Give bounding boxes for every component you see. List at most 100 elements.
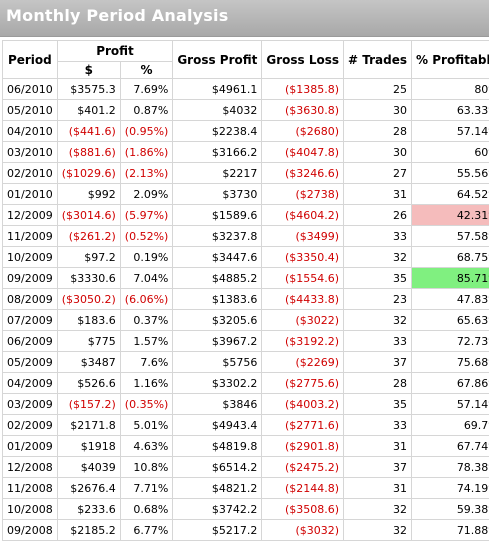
cell-pct-profitable: 57.58% — [411, 225, 489, 247]
cell-period: 07/2009 — [2, 309, 58, 331]
cell-profit-percent: (0.35%) — [119, 393, 174, 415]
cell-trades: 33 — [343, 414, 413, 436]
cell-period: 02/2009 — [2, 414, 58, 436]
cell-period: 04/2009 — [2, 372, 58, 394]
cell-pct-profitable: 55.56% — [411, 162, 489, 184]
column-header-trades: # Trades — [343, 40, 413, 79]
cell-period: 06/2010 — [2, 78, 58, 100]
column-header-profit-percent: % — [119, 61, 174, 79]
cell-profit-percent: 2.09% — [119, 183, 174, 205]
cell-profit-dollar: $2185.2 — [56, 519, 121, 541]
cell-gross-profit: $4885.2 — [172, 267, 263, 289]
cell-profit-percent: (1.86%) — [119, 141, 174, 163]
cell-gross-loss: ($3350.4) — [261, 246, 345, 268]
cell-trades: 30 — [343, 141, 413, 163]
cell-gross-loss: ($1385.8) — [261, 78, 345, 100]
cell-pct-profitable: 65.63% — [411, 309, 489, 331]
cell-gross-loss: ($3508.6) — [261, 498, 345, 520]
table-row: 11/2009 ($261.2) (0.52%) $3237.8 ($3499) 33 57… — [2, 225, 489, 247]
cell-profit-dollar: $775 — [56, 330, 121, 352]
cell-trades: 33 — [343, 225, 413, 247]
cell-gross-profit: $4961.1 — [172, 78, 263, 100]
table-row: 09/2009 $3330.6 7.04% $4885.2 ($1554.6) 35 85.… — [2, 267, 489, 289]
cell-profit-percent: 0.37% — [119, 309, 174, 331]
cell-profit-dollar: ($3050.2) — [56, 288, 121, 310]
cell-trades: 32 — [343, 498, 413, 520]
cell-gross-profit: $3205.6 — [172, 309, 263, 331]
cell-gross-profit: $2217 — [172, 162, 263, 184]
cell-profit-percent: 7.04% — [119, 267, 174, 289]
cell-trades: 32 — [343, 309, 413, 331]
cell-profit-dollar: ($1029.6) — [56, 162, 121, 184]
cell-trades: 26 — [343, 204, 413, 226]
cell-gross-loss: ($3499) — [261, 225, 345, 247]
cell-pct-profitable: 64.52% — [411, 183, 489, 205]
cell-period: 10/2008 — [2, 498, 58, 520]
cell-trades: 31 — [343, 183, 413, 205]
table-row: 04/2009 $526.6 1.16% $3302.2 ($2775.6) 28 67.8… — [2, 372, 489, 394]
cell-profit-dollar: $401.2 — [56, 99, 121, 121]
table-row: 04/2010 ($441.6) (0.95%) $2238.4 ($2680) 28 57… — [2, 120, 489, 142]
cell-trades: 35 — [343, 393, 413, 415]
table-row: 11/2008 $2676.4 7.71% $4821.2 ($2144.8) 31 74.… — [2, 477, 489, 499]
cell-gross-profit: $6514.2 — [172, 456, 263, 478]
cell-gross-loss: ($4047.8) — [261, 141, 345, 163]
cell-profit-percent: 0.19% — [119, 246, 174, 268]
cell-pct-profitable: 47.83% — [411, 288, 489, 310]
cell-pct-profitable: 85.71% — [411, 267, 489, 289]
cell-gross-profit: $1383.6 — [172, 288, 263, 310]
cell-profit-percent: (5.97%) — [119, 204, 174, 226]
cell-gross-loss: ($2775.6) — [261, 372, 345, 394]
cell-pct-profitable: 42.31% — [411, 204, 489, 226]
cell-period: 02/2010 — [2, 162, 58, 184]
cell-profit-percent: 10.8% — [119, 456, 174, 478]
table-row: 12/2009 ($3014.6) (5.97%) $1589.6 ($4604.2) 2… — [2, 204, 489, 226]
cell-gross-loss: ($4433.8) — [261, 288, 345, 310]
cell-profit-dollar: $233.6 — [56, 498, 121, 520]
cell-trades: 31 — [343, 435, 413, 457]
cell-profit-percent: 0.68% — [119, 498, 174, 520]
period-analysis-table: Period Profit Gross Profit Gross Loss # … — [2, 40, 489, 541]
cell-pct-profitable: 80% — [411, 78, 489, 100]
cell-gross-loss: ($3032) — [261, 519, 345, 541]
cell-gross-loss: ($3630.8) — [261, 99, 345, 121]
cell-trades: 28 — [343, 120, 413, 142]
cell-profit-percent: (0.52%) — [119, 225, 174, 247]
cell-trades: 32 — [343, 246, 413, 268]
column-header-profit: Profit — [56, 40, 174, 62]
cell-period: 01/2010 — [2, 183, 58, 205]
cell-period: 12/2009 — [2, 204, 58, 226]
table-row: 01/2009 $1918 4.63% $4819.8 ($2901.8) 31 67.74… — [2, 435, 489, 457]
table-row: 02/2009 $2171.8 5.01% $4943.4 ($2771.6) 33 69.… — [2, 414, 489, 436]
cell-pct-profitable: 67.86% — [411, 372, 489, 394]
cell-period: 12/2008 — [2, 456, 58, 478]
cell-pct-profitable: 63.33% — [411, 99, 489, 121]
cell-period: 03/2010 — [2, 141, 58, 163]
cell-profit-dollar: $183.6 — [56, 309, 121, 331]
cell-trades: 37 — [343, 456, 413, 478]
cell-gross-loss: ($4604.2) — [261, 204, 345, 226]
cell-gross-loss: ($3192.2) — [261, 330, 345, 352]
cell-profit-dollar: ($881.6) — [56, 141, 121, 163]
cell-profit-percent: 1.16% — [119, 372, 174, 394]
cell-pct-profitable: 69.7% — [411, 414, 489, 436]
cell-gross-loss: ($2144.8) — [261, 477, 345, 499]
column-header-period: Period — [2, 40, 58, 79]
window-title: Monthly Period Analysis — [6, 6, 229, 25]
cell-pct-profitable: 71.88% — [411, 519, 489, 541]
table-row: 03/2009 ($157.2) (0.35%) $3846 ($4003.2) 35 57… — [2, 393, 489, 415]
cell-gross-profit: $1589.6 — [172, 204, 263, 226]
cell-profit-dollar: $3330.6 — [56, 267, 121, 289]
cell-profit-dollar: $2171.8 — [56, 414, 121, 436]
cell-gross-loss: ($2680) — [261, 120, 345, 142]
cell-gross-loss: ($4003.2) — [261, 393, 345, 415]
cell-profit-percent: 0.87% — [119, 99, 174, 121]
cell-period: 08/2009 — [2, 288, 58, 310]
table-row: 12/2008 $4039 10.8% $6514.2 ($2475.2) 37 78.38… — [2, 456, 489, 478]
cell-gross-loss: ($2738) — [261, 183, 345, 205]
cell-pct-profitable: 68.75% — [411, 246, 489, 268]
